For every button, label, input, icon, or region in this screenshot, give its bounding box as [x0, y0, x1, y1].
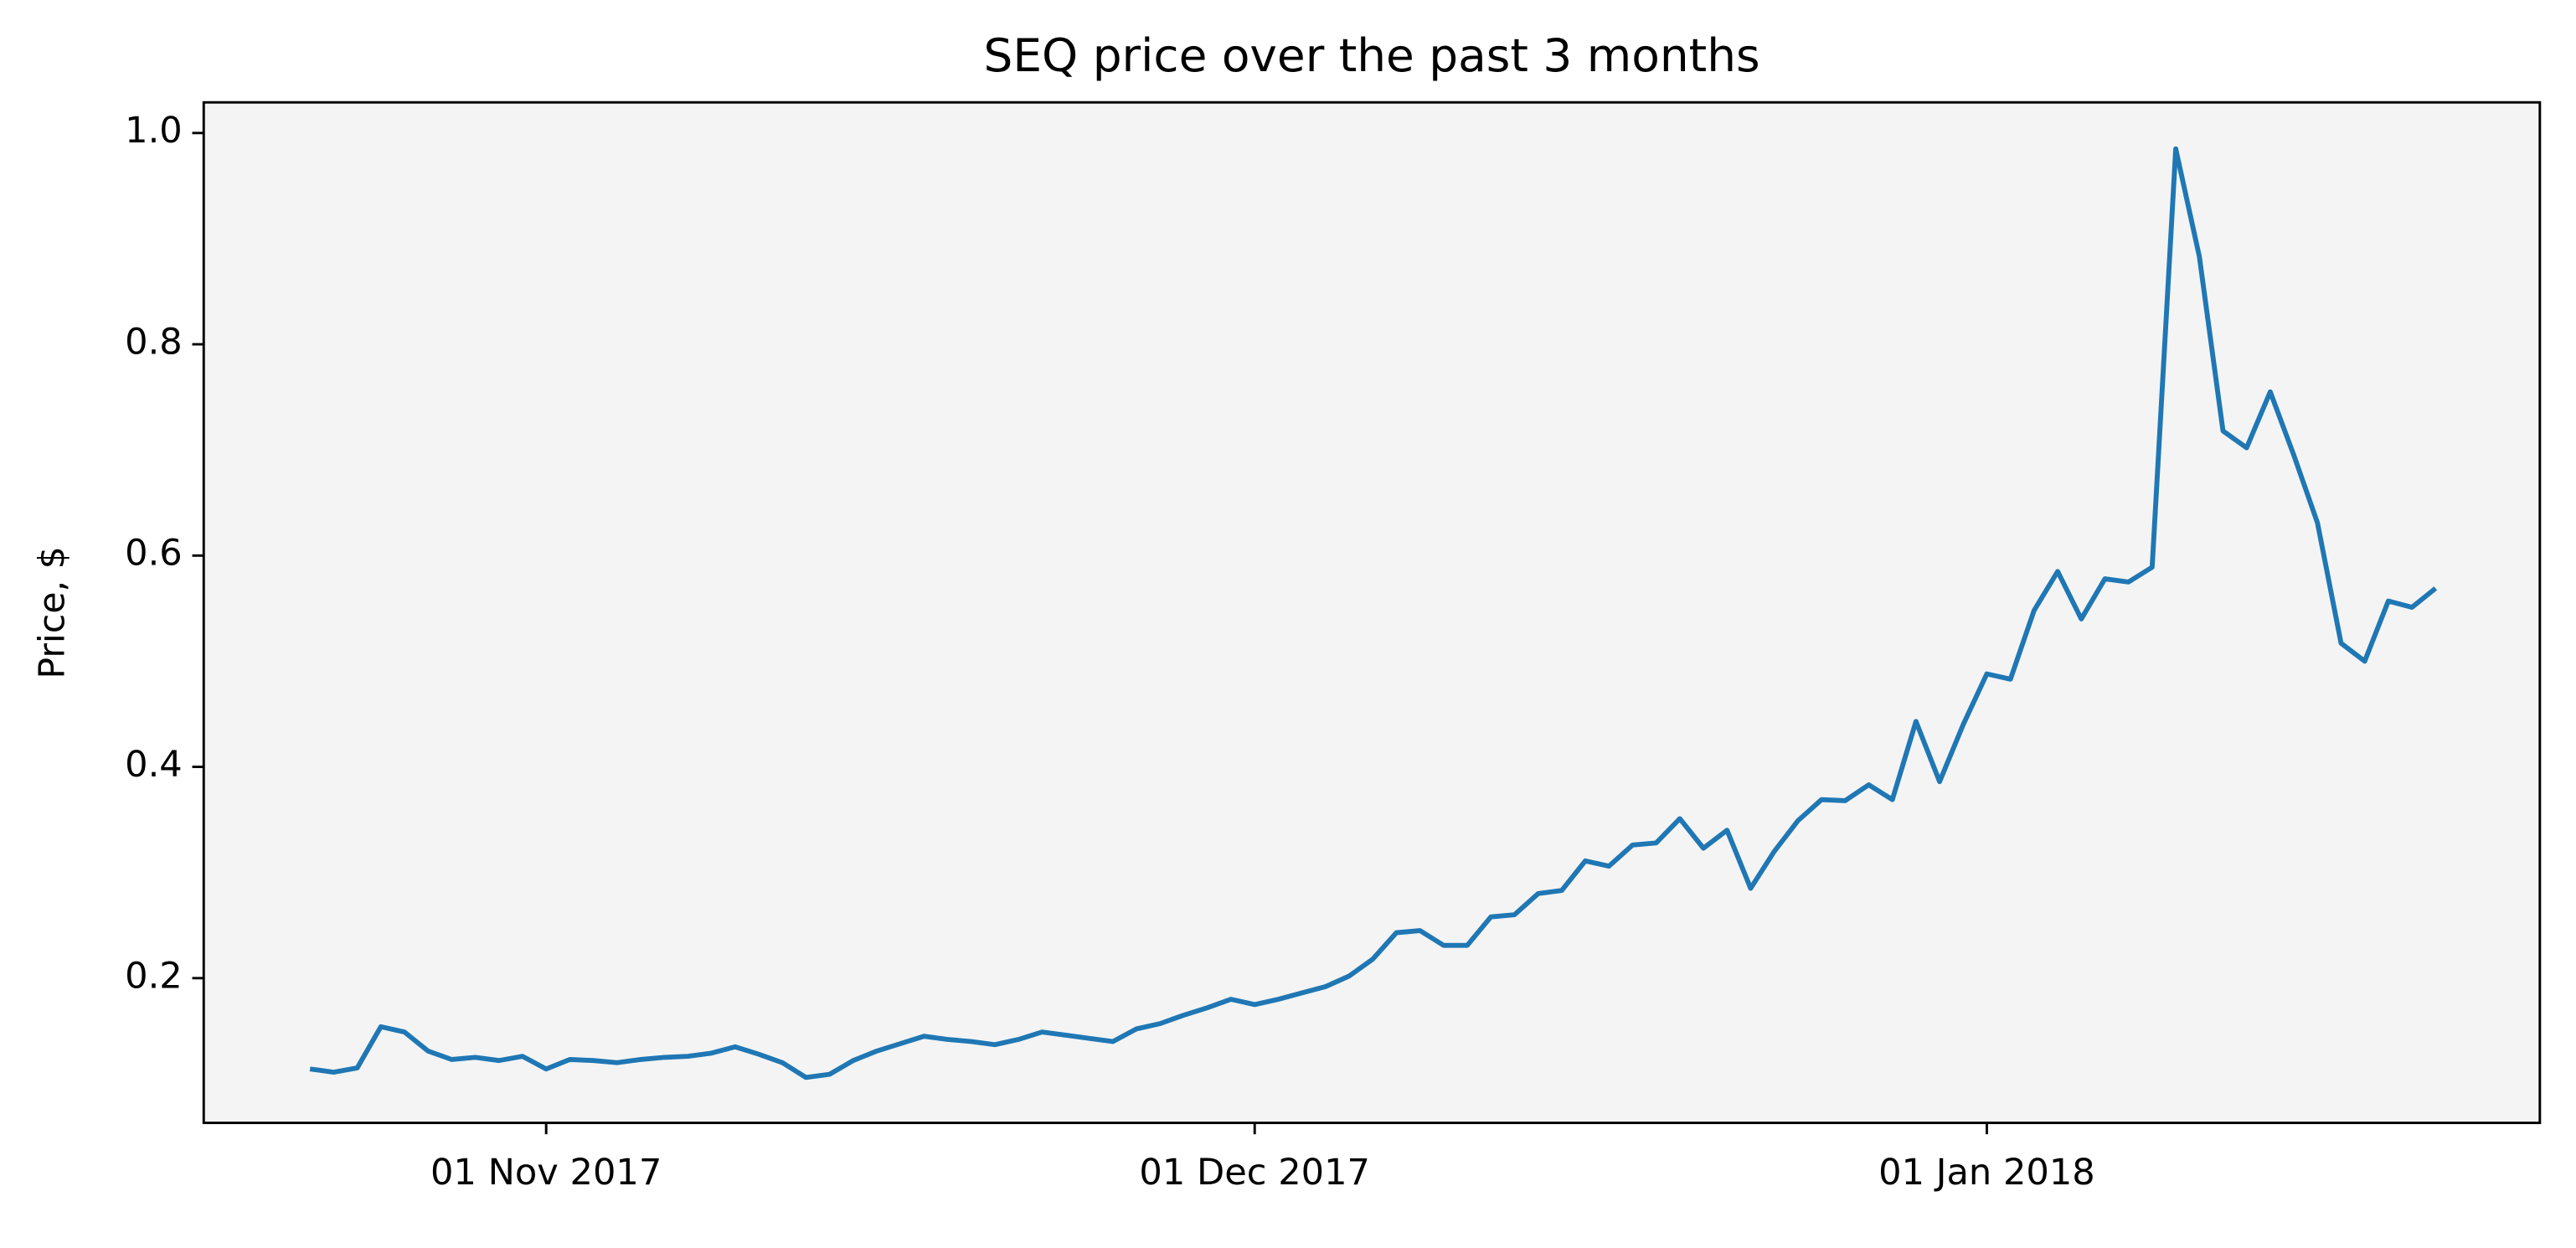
y-tick-label: 0.6: [125, 533, 183, 575]
y-tick-label: 0.8: [125, 322, 183, 364]
x-tick-label: 01 Nov 2017: [430, 1152, 662, 1194]
y-tick-label: 1.0: [125, 110, 183, 152]
plot-background: [204, 102, 2540, 1123]
y-tick-label: 0.4: [125, 744, 183, 786]
x-tick-label: 01 Jan 2018: [1878, 1152, 2095, 1194]
price-line: [309, 146, 2438, 1080]
plot-frame: [202, 101, 2542, 1125]
chart-title: SEQ price over the past 3 months: [983, 28, 1759, 82]
y-axis-label: Price, $: [31, 546, 73, 678]
y-tick-label: 0.2: [125, 955, 183, 997]
x-tick-label: 01 Dec 2017: [1139, 1152, 1370, 1194]
